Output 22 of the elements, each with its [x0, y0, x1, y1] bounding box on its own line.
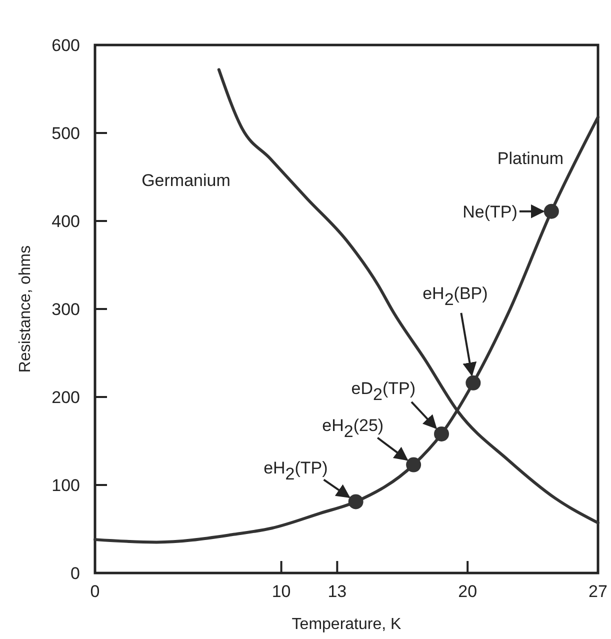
x-axis-title: Temperature, K	[292, 616, 402, 633]
y-tick-label: 200	[52, 388, 80, 407]
y-tick-label: 500	[52, 124, 80, 143]
x-tick-label: 10	[272, 582, 291, 601]
text: Germanium	[142, 170, 230, 190]
x-tick-label: 20	[458, 582, 478, 601]
point	[348, 494, 364, 510]
y-tick-label: 400	[52, 212, 80, 231]
x-tick-label: 13	[328, 582, 347, 601]
point	[406, 457, 422, 472]
y-tick-label: 0	[70, 564, 80, 583]
annotation: Ne(TP)	[462, 202, 518, 222]
x-tick-label: 0	[90, 582, 100, 601]
y-tick-label: 600	[52, 36, 80, 55]
point	[466, 375, 481, 390]
point	[434, 426, 450, 442]
y-tick-label: 300	[52, 300, 80, 319]
series-label: Platinum	[497, 148, 564, 168]
x-tick-label: 27	[588, 582, 608, 601]
y-axis-title: Resistance, ohms	[17, 245, 34, 373]
point	[544, 204, 559, 219]
y-tick-label: 100	[52, 476, 80, 495]
